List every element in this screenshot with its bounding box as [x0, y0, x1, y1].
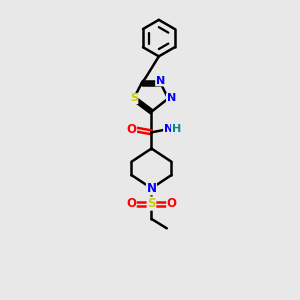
Text: N: N [146, 182, 157, 195]
Text: O: O [126, 197, 136, 210]
Text: O: O [127, 123, 136, 136]
Text: S: S [130, 94, 138, 103]
Text: H: H [172, 124, 181, 134]
Text: S: S [147, 197, 156, 210]
Text: N: N [156, 76, 165, 86]
Text: N: N [167, 94, 176, 103]
Text: N: N [164, 124, 173, 134]
Text: O: O [167, 197, 177, 210]
